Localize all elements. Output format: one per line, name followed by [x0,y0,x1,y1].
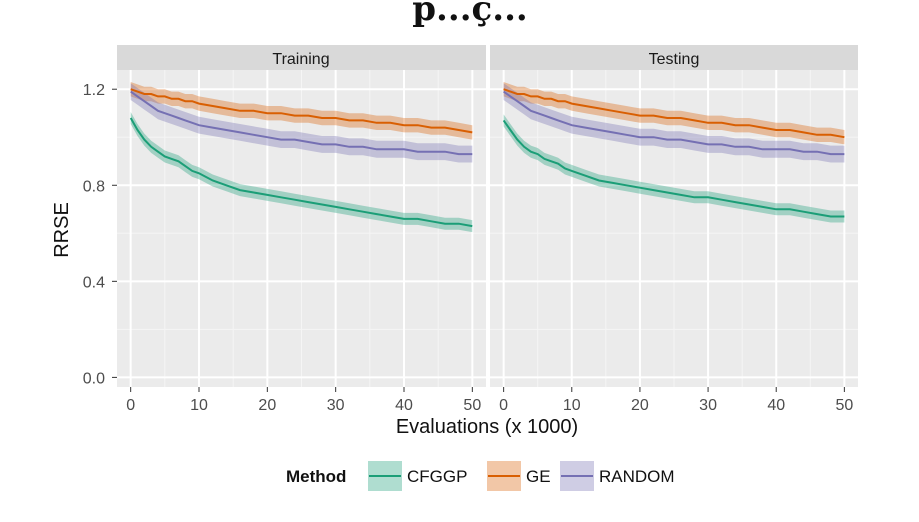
legend-title: Method [286,467,346,486]
panel-testing [490,70,858,387]
y-axis: 0.0 0.4 0.8 1.2 [83,82,117,387]
legend: Method CFGGP GE RANDOM [286,461,675,491]
x-tick-label: 0 [499,397,508,414]
x-tick-label: 50 [463,397,481,414]
legend-item-ge: GE [487,461,551,491]
panel-training [117,70,486,387]
x-tick-label: 50 [835,397,853,414]
facet-label-training: Training [272,51,329,68]
confidence-band-ge-testing [503,82,845,145]
legend-item-cfggp: CFGGP [368,461,467,491]
x-tick-label: 20 [631,397,649,414]
series-line-cfggp-training [129,117,473,228]
series-line-ge-training [130,88,473,134]
y-tick-label: 0.8 [83,178,105,195]
facet-strip-training [117,45,486,70]
confidence-band-random-testing [503,83,845,163]
y-tick-label: 0.4 [83,274,105,291]
series-line-random-testing [503,90,845,156]
confidence-band-cfggp-testing [503,114,845,223]
x-tick-label: 10 [563,397,581,414]
y-tick-label: 1.2 [83,82,105,99]
x-tick-label: 40 [395,397,413,414]
confidence-band-random-training [130,83,473,163]
x-tick-label: 10 [190,397,208,414]
y-tick-label: 0.0 [83,370,105,387]
series-line-ge-testing [503,88,845,139]
facet-label-testing: Testing [649,51,700,68]
x-axis: 0 10 20 30 40 50 0 10 20 30 40 50 [126,387,853,414]
legend-label: CFGGP [407,467,467,486]
x-tick-label: 30 [699,397,717,414]
x-axis-title: Evaluations (x 1000) [396,416,578,438]
x-tick-label: 30 [327,397,345,414]
legend-label: RANDOM [599,467,675,486]
x-tick-label: 0 [126,397,135,414]
cropped-slide-title: p...ç... [412,0,528,29]
legend-label: GE [526,467,551,486]
series-line-cfggp-testing [502,119,845,218]
x-tick-label: 40 [767,397,785,414]
facet-strip-testing [490,45,858,70]
y-axis-title: RRSE [51,202,73,258]
confidence-band-cfggp-training [130,112,473,233]
x-tick-label: 20 [258,397,276,414]
confidence-band-ge-training [130,82,473,140]
series-line-random-training [130,90,473,156]
legend-item-random: RANDOM [560,461,675,491]
